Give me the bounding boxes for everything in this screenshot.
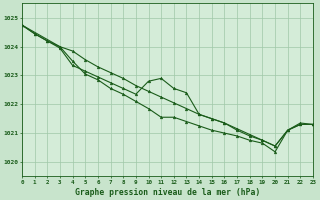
X-axis label: Graphe pression niveau de la mer (hPa): Graphe pression niveau de la mer (hPa) [75,188,260,197]
